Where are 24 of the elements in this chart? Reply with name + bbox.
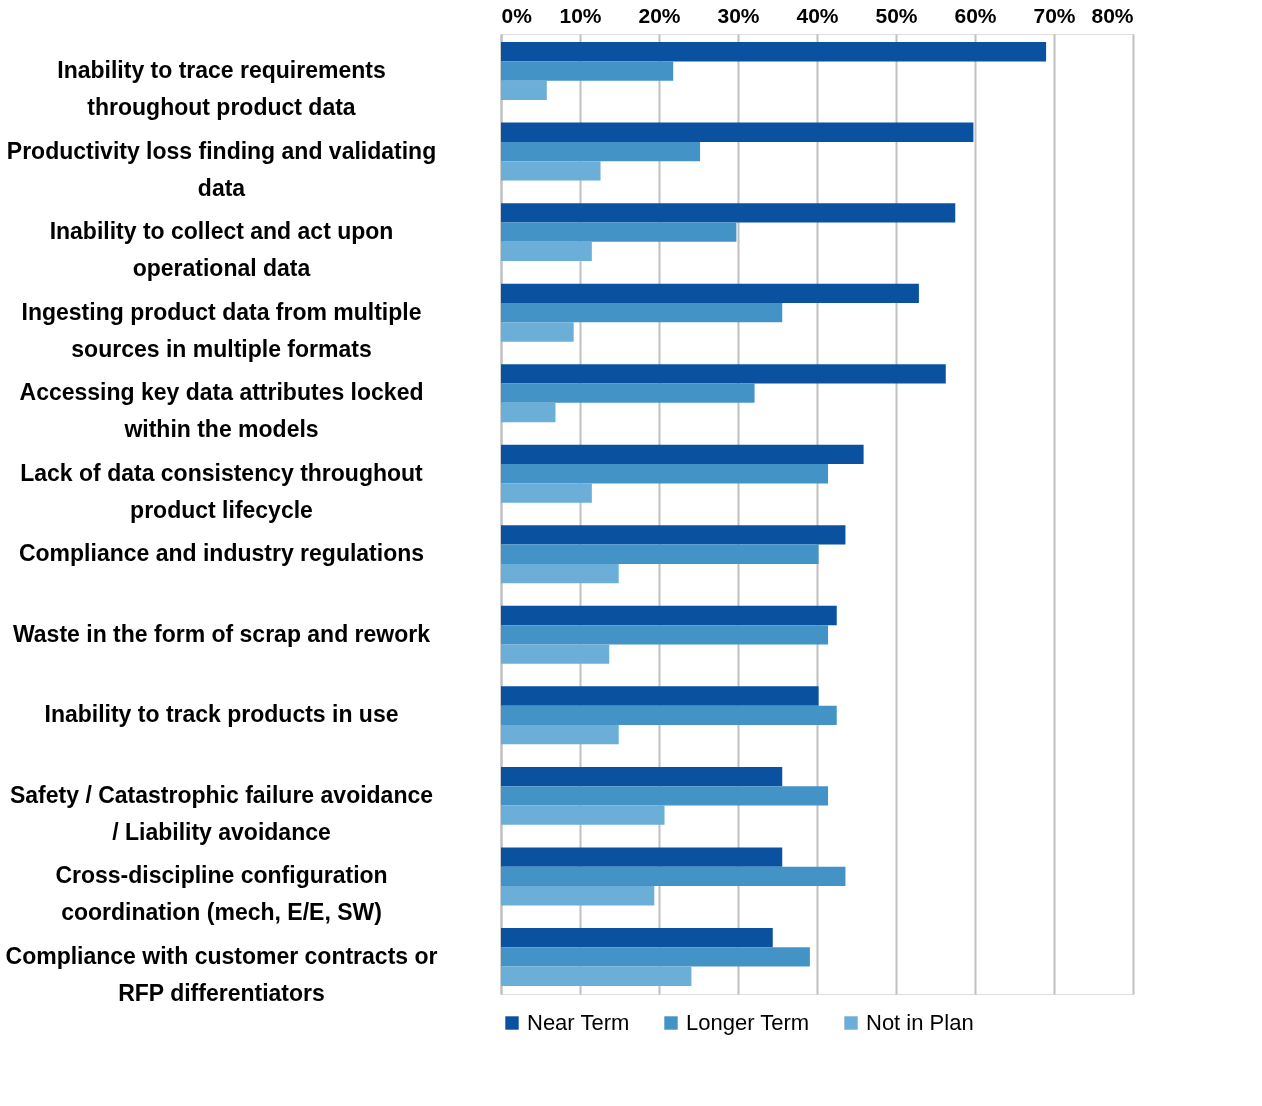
- y-tick-label: Compliance and industry regulations: [18, 540, 425, 567]
- legend-label: Longer Term: [686, 1010, 810, 1035]
- y-tick-label: Inability to collect and act upon operational data: [49, 218, 394, 282]
- x-tick-label: 60%: [954, 3, 997, 27]
- x-tick-label: 0%: [501, 3, 533, 27]
- y-tick-label: Productivity loss finding and validating data: [6, 137, 437, 201]
- y-tick-label: Waste in the form of scrap and rework: [12, 620, 431, 647]
- legend-label: Not in Plan: [866, 1010, 974, 1035]
- y-tick-label: Inability to track products in use: [44, 701, 399, 728]
- x-tick-label: 80%: [1091, 3, 1134, 27]
- y-tick-label: Cross-discipline configuration coordination (mech, E/E, SW): [55, 862, 388, 926]
- legend-label: Near Term: [527, 1010, 630, 1035]
- x-tick-label: 30%: [717, 3, 760, 27]
- x-tick-label: 20%: [638, 3, 681, 27]
- y-tick-label: Compliance with customer contracts or RFP differentiators: [5, 942, 438, 1006]
- y-tick-label: Lack of data consistency throughout product lifecycle: [20, 459, 424, 523]
- x-tick-label: 10%: [559, 3, 602, 27]
- y-tick-label: Safety / Catastrophic failure avoidance / Liability avoidance: [9, 781, 434, 845]
- y-tick-label: Ingesting product data from multiple sources in multiple formats: [21, 298, 422, 362]
- y-tick-label: Accessing key data attributes locked within the models: [19, 379, 424, 443]
- x-tick-label: 40%: [796, 3, 839, 27]
- x-tick-label: 50%: [875, 3, 918, 27]
- y-tick-label: Inability to trace requirements throughout product data: [57, 57, 386, 121]
- x-tick-label: 70%: [1033, 3, 1076, 27]
